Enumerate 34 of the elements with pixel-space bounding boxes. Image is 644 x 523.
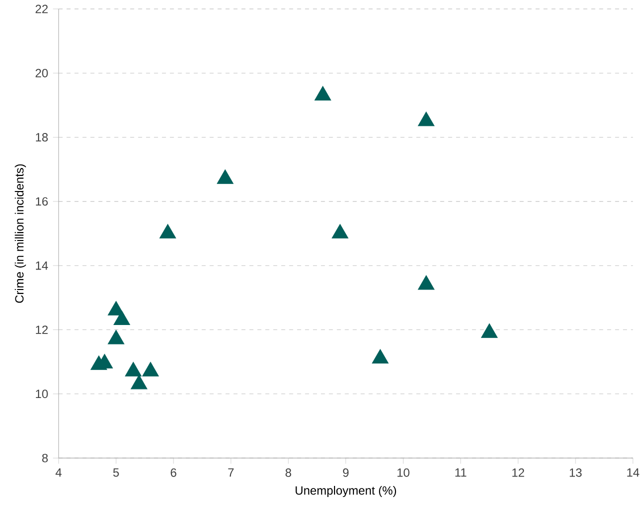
x-tick-label: 10 [398, 468, 410, 478]
point [125, 362, 142, 377]
x-tick-label: 4 [56, 468, 62, 477]
point [130, 374, 148, 390]
x-tick-label: 9 [343, 468, 349, 478]
x-tick-label: 12 [512, 468, 524, 477]
x-tick-label: 14 [627, 468, 640, 477]
x-tick-label: 11 [455, 468, 466, 477]
point [372, 349, 389, 364]
y-tick-label: 22 [36, 4, 48, 14]
x-axis-title: Unemployment (%) [296, 486, 396, 498]
y-tick-label: 20 [36, 69, 48, 78]
y-axis-title: Crime (in million incidents) [14, 164, 26, 303]
point [332, 224, 348, 239]
y-tick-label: 12 [36, 326, 48, 334]
y-tick-label: 18 [36, 133, 48, 142]
point [314, 86, 332, 101]
x-tick-label: 5 [113, 468, 119, 477]
y-tick-label: 8 [42, 454, 48, 462]
point [108, 330, 124, 344]
x-tick-label: 8 [286, 468, 292, 478]
point [142, 362, 159, 377]
x-tick-label: 13 [570, 468, 582, 478]
point [418, 275, 434, 290]
x-tick-label: 6 [170, 468, 176, 478]
y-tick-label: 14 [36, 262, 48, 270]
point [159, 224, 176, 239]
x-tick-label: 7 [228, 468, 234, 477]
y-tick-label: 16 [36, 197, 48, 206]
point [216, 170, 234, 184]
point [114, 310, 130, 326]
y-tick-label: 10 [36, 390, 48, 398]
point [481, 324, 498, 338]
point [418, 112, 434, 126]
